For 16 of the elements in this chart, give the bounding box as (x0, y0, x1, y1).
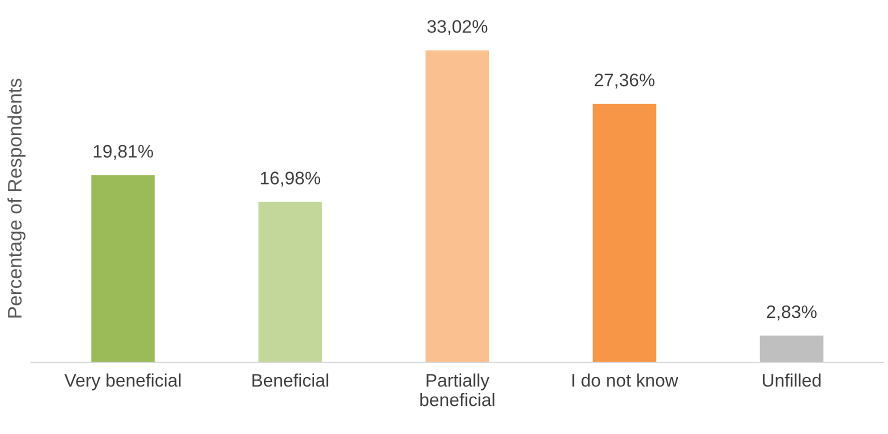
bar (592, 104, 656, 362)
bar (258, 202, 322, 362)
data-label: 16,98% (260, 172, 320, 187)
x-tick-label: Very beneficial (64, 374, 181, 390)
x-tick-label: Beneficial (252, 374, 328, 387)
bar (91, 175, 155, 362)
x-tick-label: I do not know (572, 374, 678, 387)
y-axis-title: Percentage of Respondents (7, 78, 26, 318)
x-tick-label: Partially beneficial (420, 374, 494, 406)
data-label: 33,02% (427, 20, 488, 35)
bar (760, 336, 824, 362)
data-label: 2,83% (766, 305, 817, 320)
data-label: 27,36% (594, 74, 654, 88)
x-tick-label: Unfilled (762, 374, 821, 387)
bar (426, 50, 490, 362)
data-label: 19,81% (94, 144, 153, 160)
